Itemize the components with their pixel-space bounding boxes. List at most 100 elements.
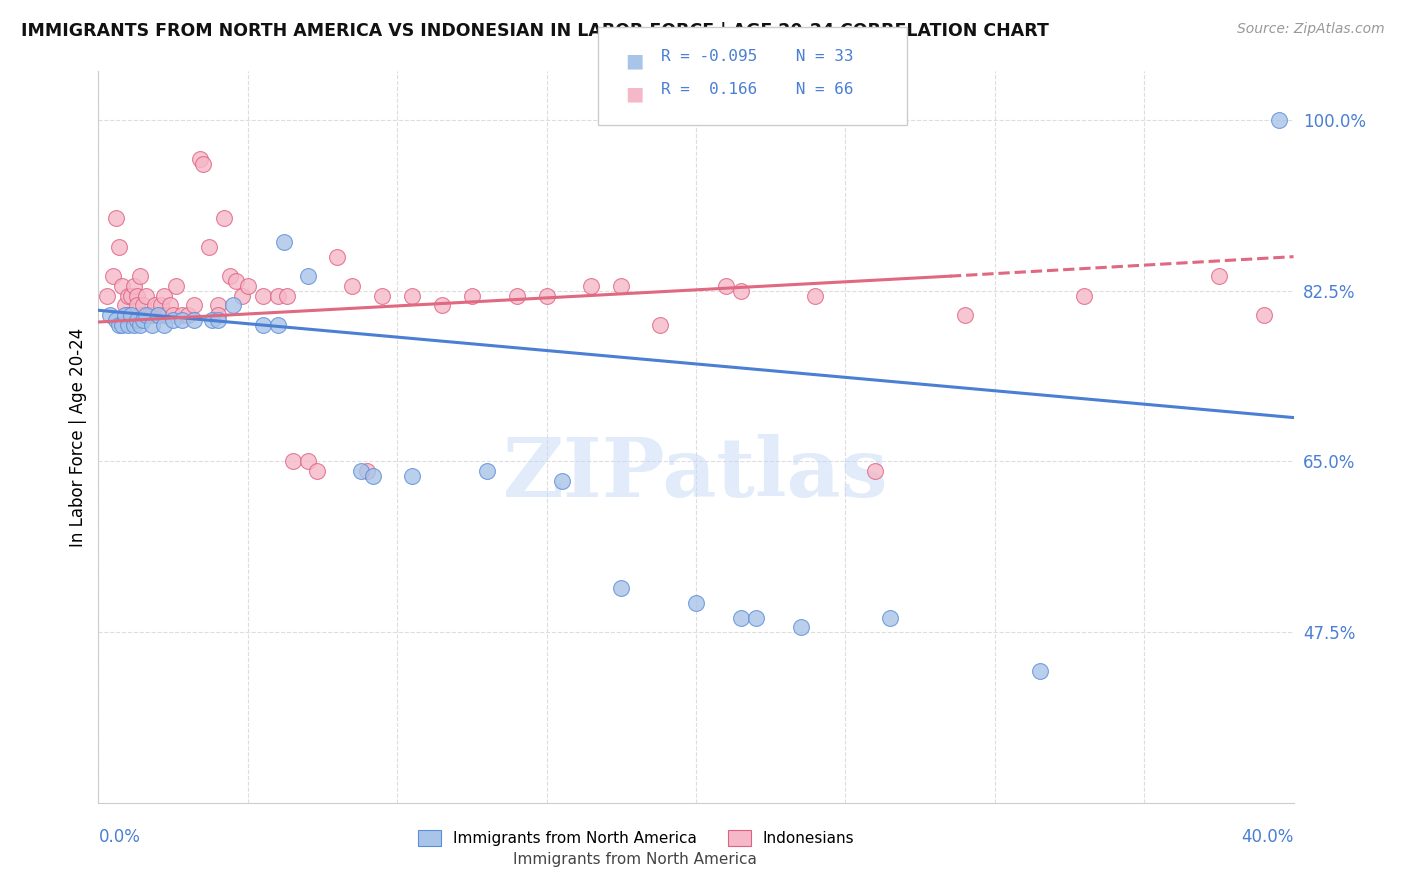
Point [103, 269, 125, 284]
Point [401, 469, 423, 483]
Point [207, 308, 229, 322]
Point [105, 211, 128, 225]
Point [124, 318, 146, 332]
Point [132, 313, 155, 327]
Point [219, 269, 242, 284]
Text: R = -0.095    N = 33: R = -0.095 N = 33 [661, 49, 853, 64]
Point [730, 284, 752, 298]
Point [252, 288, 274, 302]
Point [172, 313, 194, 327]
Point [135, 288, 157, 302]
Point [111, 318, 134, 332]
Point [120, 308, 142, 322]
Point [305, 464, 328, 478]
Point [127, 288, 149, 302]
Point [536, 288, 558, 302]
Point [108, 318, 131, 332]
Point [685, 596, 707, 610]
Point [650, 318, 672, 332]
Point [363, 469, 385, 483]
Point [141, 318, 163, 332]
Point [172, 308, 194, 322]
Point [225, 274, 247, 288]
Point [201, 313, 224, 327]
Point [129, 308, 152, 322]
Point [198, 240, 221, 254]
Point [108, 240, 131, 254]
Point [183, 313, 205, 327]
Point [117, 288, 139, 302]
Point [281, 454, 304, 468]
Point [745, 610, 768, 624]
Text: Immigrants from North America: Immigrants from North America [513, 852, 756, 867]
Text: ■: ■ [626, 85, 644, 103]
Point [1028, 664, 1050, 678]
Point [105, 313, 128, 327]
Point [865, 464, 887, 478]
Point [804, 288, 827, 302]
Point [222, 298, 245, 312]
Point [610, 581, 633, 595]
Point [789, 620, 811, 634]
Point [273, 235, 295, 249]
Point [326, 250, 349, 264]
Text: R =  0.166    N = 66: R = 0.166 N = 66 [661, 82, 853, 97]
Point [371, 288, 394, 302]
Point [267, 288, 290, 302]
Text: ■: ■ [626, 52, 644, 70]
Point [231, 288, 253, 302]
Point [159, 298, 181, 312]
Text: 0.0%: 0.0% [98, 828, 141, 846]
Point [138, 308, 160, 322]
Point [610, 279, 633, 293]
Point [162, 308, 184, 322]
Point [129, 269, 152, 284]
Point [127, 298, 149, 312]
Point [191, 157, 214, 171]
Point [148, 308, 170, 322]
Point [183, 298, 205, 312]
Point [150, 298, 173, 312]
Point [207, 298, 229, 312]
Point [953, 308, 976, 322]
Point [236, 279, 259, 293]
Point [276, 288, 298, 302]
Point [207, 313, 229, 327]
Point [581, 279, 603, 293]
Point [252, 318, 274, 332]
Point [132, 298, 155, 312]
Point [114, 308, 136, 322]
Point [356, 464, 378, 478]
Point [730, 610, 752, 624]
Point [120, 288, 142, 302]
Point [177, 308, 200, 322]
Legend: Immigrants from North America, Indonesians: Immigrants from North America, Indonesia… [418, 830, 855, 847]
Text: IMMIGRANTS FROM NORTH AMERICA VS INDONESIAN IN LABOR FORCE | AGE 20-24 CORRELATI: IMMIGRANTS FROM NORTH AMERICA VS INDONES… [21, 22, 1049, 40]
Point [1253, 308, 1275, 322]
Point [124, 279, 146, 293]
Point [117, 318, 139, 332]
Point [143, 298, 166, 312]
Point [165, 279, 187, 293]
Point [1208, 269, 1230, 284]
Text: Source: ZipAtlas.com: Source: ZipAtlas.com [1237, 22, 1385, 37]
Point [98, 308, 122, 322]
Point [129, 318, 152, 332]
Point [141, 308, 163, 322]
Point [148, 308, 170, 322]
Point [153, 308, 176, 322]
Point [475, 464, 498, 478]
Point [212, 211, 235, 225]
Point [96, 288, 118, 302]
Y-axis label: In Labor Force | Age 20-24: In Labor Force | Age 20-24 [69, 327, 87, 547]
Text: ZIPatlas: ZIPatlas [503, 434, 889, 514]
Point [506, 288, 529, 302]
Point [550, 474, 572, 488]
Point [461, 288, 484, 302]
Point [1073, 288, 1095, 302]
Text: 40.0%: 40.0% [1241, 828, 1294, 846]
Point [132, 308, 155, 322]
Point [153, 288, 176, 302]
Point [188, 152, 211, 166]
Point [1267, 113, 1289, 128]
